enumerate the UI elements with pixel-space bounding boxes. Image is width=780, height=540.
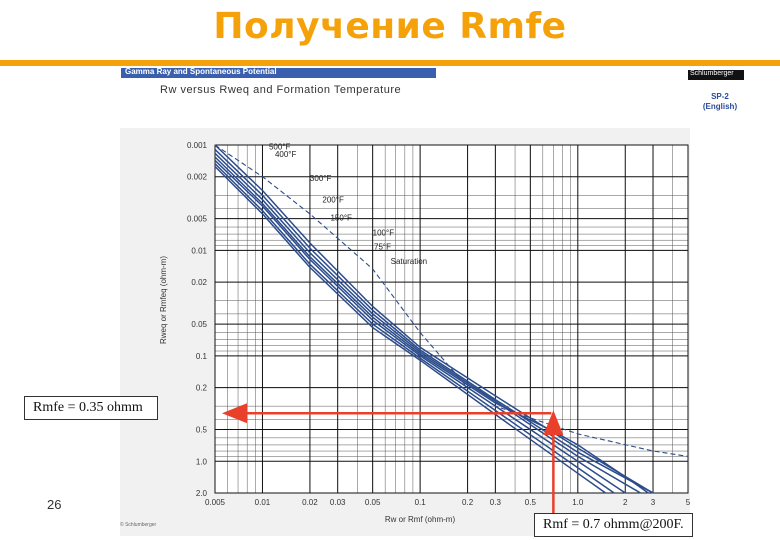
series-label: 100°F [373,228,395,237]
y-tick-label: 0.1 [196,352,208,361]
rmf-callout: Rmf = 0.7 ohmm@200F. [534,513,693,537]
chart-banner-text: Gamma Ray and Spontaneous Potential [125,67,277,76]
series-line [214,148,654,494]
plot-frame [214,144,689,494]
x-tick-label: 0.3 [490,498,502,507]
x-tick-label: 0.03 [330,498,346,507]
x-tick-label: 0.005 [205,498,226,507]
chart-code: SP-2 (English) [690,92,750,112]
footnote: © Schlumberger [120,522,157,528]
y-tick-label: 0.002 [187,173,208,182]
x-tick-label: 0.2 [462,498,474,507]
y-axis-label: Rweq or Rmfeq (ohm-m) [159,256,168,344]
series-line [214,152,641,494]
series-label: 500°F [269,142,291,151]
series-label: 400°F [275,150,297,159]
series-line [214,165,607,494]
chart-subtitle: Rw versus Rweq and Formation Temperature [160,84,402,96]
x-tick-label: 5 [686,498,691,507]
page-number: 26 [47,497,62,512]
x-tick-label: 0.02 [302,498,318,507]
chart-banner: Gamma Ray and Spontaneous Potential [121,67,436,78]
chart-code-id: SP-2 [711,92,729,101]
y-tick-label: 0.2 [196,384,208,393]
series-label: 200°F [322,195,344,204]
y-tick-label: 0.05 [191,320,207,329]
y-tick-label: 0.02 [191,278,207,287]
brand-logo-text: Schlumberger [690,70,734,77]
x-tick-label: 0.01 [255,498,271,507]
y-tick-label: 2.0 [196,489,208,498]
series-label: 300°F [310,174,332,183]
series-label: 150°F [330,213,352,222]
y-tick-label: 1.0 [196,457,208,466]
rmfe-callout: Rmfe = 0.35 ohmm [24,396,158,420]
y-tick-label: 0.001 [187,141,208,150]
series-line [214,159,626,494]
series-label: Saturation [391,257,427,266]
y-tick-label: 0.01 [191,246,207,255]
slide-title: Получение Rmfe [213,6,567,47]
series-line [214,163,615,494]
x-tick-label: 3 [651,498,656,507]
x-tick-label: 0.5 [525,498,537,507]
x-tick-label: 1.0 [572,498,584,507]
x-tick-label: 2 [623,498,628,507]
series-line [214,144,689,457]
x-tick-label: 0.1 [415,498,427,507]
x-axis-label: Rw or Rmf (ohm-m) [385,515,456,524]
y-tick-label: 0.5 [196,426,208,435]
chart-code-lang: (English) [702,102,738,111]
y-tick-label: 0.005 [187,215,208,224]
brand-logo: Schlumberger [688,70,744,80]
title-underline [0,60,780,66]
series-line [214,144,654,494]
series-label: 75°F [374,242,391,251]
x-tick-label: 0.05 [365,498,381,507]
series-line [214,156,649,494]
